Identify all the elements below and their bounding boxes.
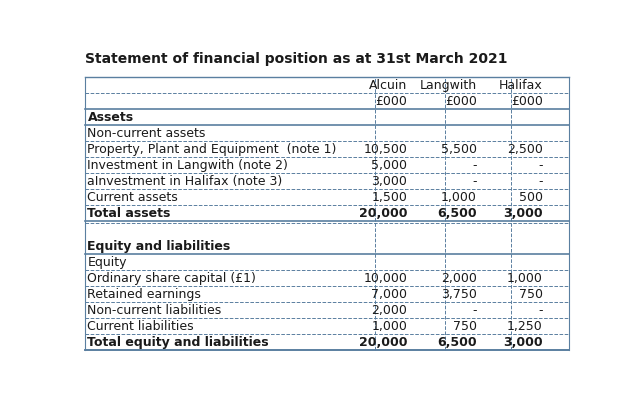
Text: -: - bbox=[472, 304, 477, 317]
Text: 750: 750 bbox=[519, 288, 543, 301]
Text: Current assets: Current assets bbox=[88, 191, 178, 204]
Text: 5,000: 5,000 bbox=[371, 159, 407, 172]
Text: Assets: Assets bbox=[88, 111, 134, 124]
Text: £000: £000 bbox=[511, 95, 543, 108]
Text: Non-current assets: Non-current assets bbox=[88, 127, 206, 140]
Text: 20,000: 20,000 bbox=[359, 336, 407, 349]
Text: 20,000: 20,000 bbox=[359, 207, 407, 220]
Text: 1,000: 1,000 bbox=[507, 272, 543, 285]
Text: 3,000: 3,000 bbox=[371, 175, 407, 188]
Text: Investment in Langwith (note 2): Investment in Langwith (note 2) bbox=[88, 159, 288, 172]
Text: -: - bbox=[472, 159, 477, 172]
Text: Total equity and liabilities: Total equity and liabilities bbox=[88, 336, 269, 349]
Text: 6,500: 6,500 bbox=[437, 336, 477, 349]
Text: Langwith: Langwith bbox=[420, 79, 477, 92]
Text: Total assets: Total assets bbox=[88, 207, 171, 220]
Text: aInvestment in Halifax (note 3): aInvestment in Halifax (note 3) bbox=[88, 175, 283, 188]
Text: 5,500: 5,500 bbox=[441, 143, 477, 156]
Text: 6,500: 6,500 bbox=[437, 207, 477, 220]
Text: 1,000: 1,000 bbox=[441, 191, 477, 204]
Text: 2,500: 2,500 bbox=[507, 143, 543, 156]
Text: 1,000: 1,000 bbox=[371, 320, 407, 333]
Text: 2,000: 2,000 bbox=[441, 272, 477, 285]
Text: Retained earnings: Retained earnings bbox=[88, 288, 202, 301]
Text: 1,500: 1,500 bbox=[371, 191, 407, 204]
Text: 3,000: 3,000 bbox=[503, 336, 543, 349]
Text: Current liabilities: Current liabilities bbox=[88, 320, 194, 333]
Text: Halifax: Halifax bbox=[499, 79, 543, 92]
Text: £000: £000 bbox=[376, 95, 407, 108]
Text: -: - bbox=[538, 304, 543, 317]
Text: Alcuin: Alcuin bbox=[369, 79, 407, 92]
Text: 2,000: 2,000 bbox=[371, 304, 407, 317]
Text: Equity: Equity bbox=[88, 256, 127, 269]
Text: Statement of financial position as at 31st March 2021: Statement of financial position as at 31… bbox=[85, 52, 508, 66]
Text: Non-current liabilities: Non-current liabilities bbox=[88, 304, 221, 317]
Text: -: - bbox=[472, 175, 477, 188]
Text: Equity and liabilities: Equity and liabilities bbox=[88, 240, 230, 253]
Text: 1,250: 1,250 bbox=[507, 320, 543, 333]
Text: 3,750: 3,750 bbox=[441, 288, 477, 301]
Text: 7,000: 7,000 bbox=[371, 288, 407, 301]
Text: Property, Plant and Equipment  (note 1): Property, Plant and Equipment (note 1) bbox=[88, 143, 337, 156]
Text: £000: £000 bbox=[445, 95, 477, 108]
Text: -: - bbox=[538, 159, 543, 172]
Text: Ordinary share capital (£1): Ordinary share capital (£1) bbox=[88, 272, 256, 285]
Text: 500: 500 bbox=[519, 191, 543, 204]
Text: -: - bbox=[538, 175, 543, 188]
Text: 10,500: 10,500 bbox=[364, 143, 407, 156]
Text: 3,000: 3,000 bbox=[503, 207, 543, 220]
Text: 10,000: 10,000 bbox=[364, 272, 407, 285]
Text: 750: 750 bbox=[453, 320, 477, 333]
